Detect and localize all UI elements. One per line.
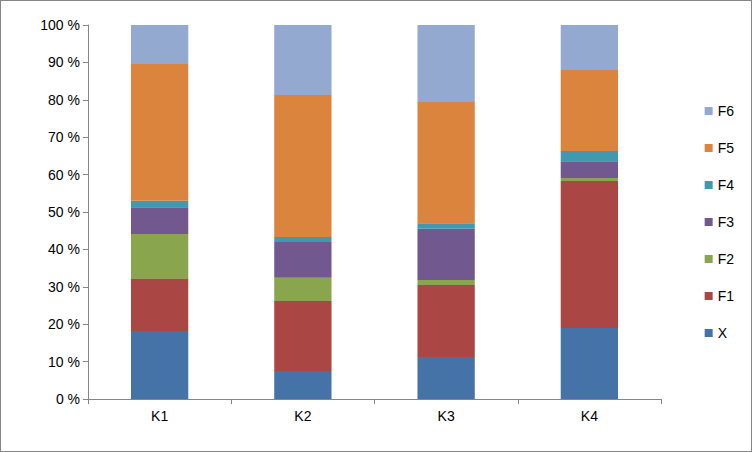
svg-text:F3: F3 [718, 214, 735, 230]
svg-text:0 %: 0 % [56, 391, 80, 407]
svg-text:F6: F6 [718, 103, 735, 119]
svg-text:70 %: 70 % [48, 129, 80, 145]
svg-text:10 %: 10 % [48, 354, 80, 370]
svg-text:20 %: 20 % [48, 316, 80, 332]
svg-text:40 %: 40 % [48, 241, 80, 257]
svg-text:100 %: 100 % [40, 17, 80, 33]
svg-text:K1: K1 [151, 408, 168, 424]
svg-text:F2: F2 [718, 251, 735, 267]
svg-text:50 %: 50 % [48, 204, 80, 220]
svg-text:30 %: 30 % [48, 279, 80, 295]
svg-text:X: X [718, 325, 728, 341]
svg-text:F4: F4 [718, 177, 735, 193]
svg-text:F1: F1 [718, 288, 735, 304]
svg-text:80 %: 80 % [48, 92, 80, 108]
svg-text:K3: K3 [438, 408, 455, 424]
svg-text:60 %: 60 % [48, 167, 80, 183]
svg-text:F5: F5 [718, 140, 735, 156]
svg-text:K4: K4 [581, 408, 598, 424]
svg-text:K2: K2 [294, 408, 311, 424]
svg-text:90 %: 90 % [48, 54, 80, 70]
